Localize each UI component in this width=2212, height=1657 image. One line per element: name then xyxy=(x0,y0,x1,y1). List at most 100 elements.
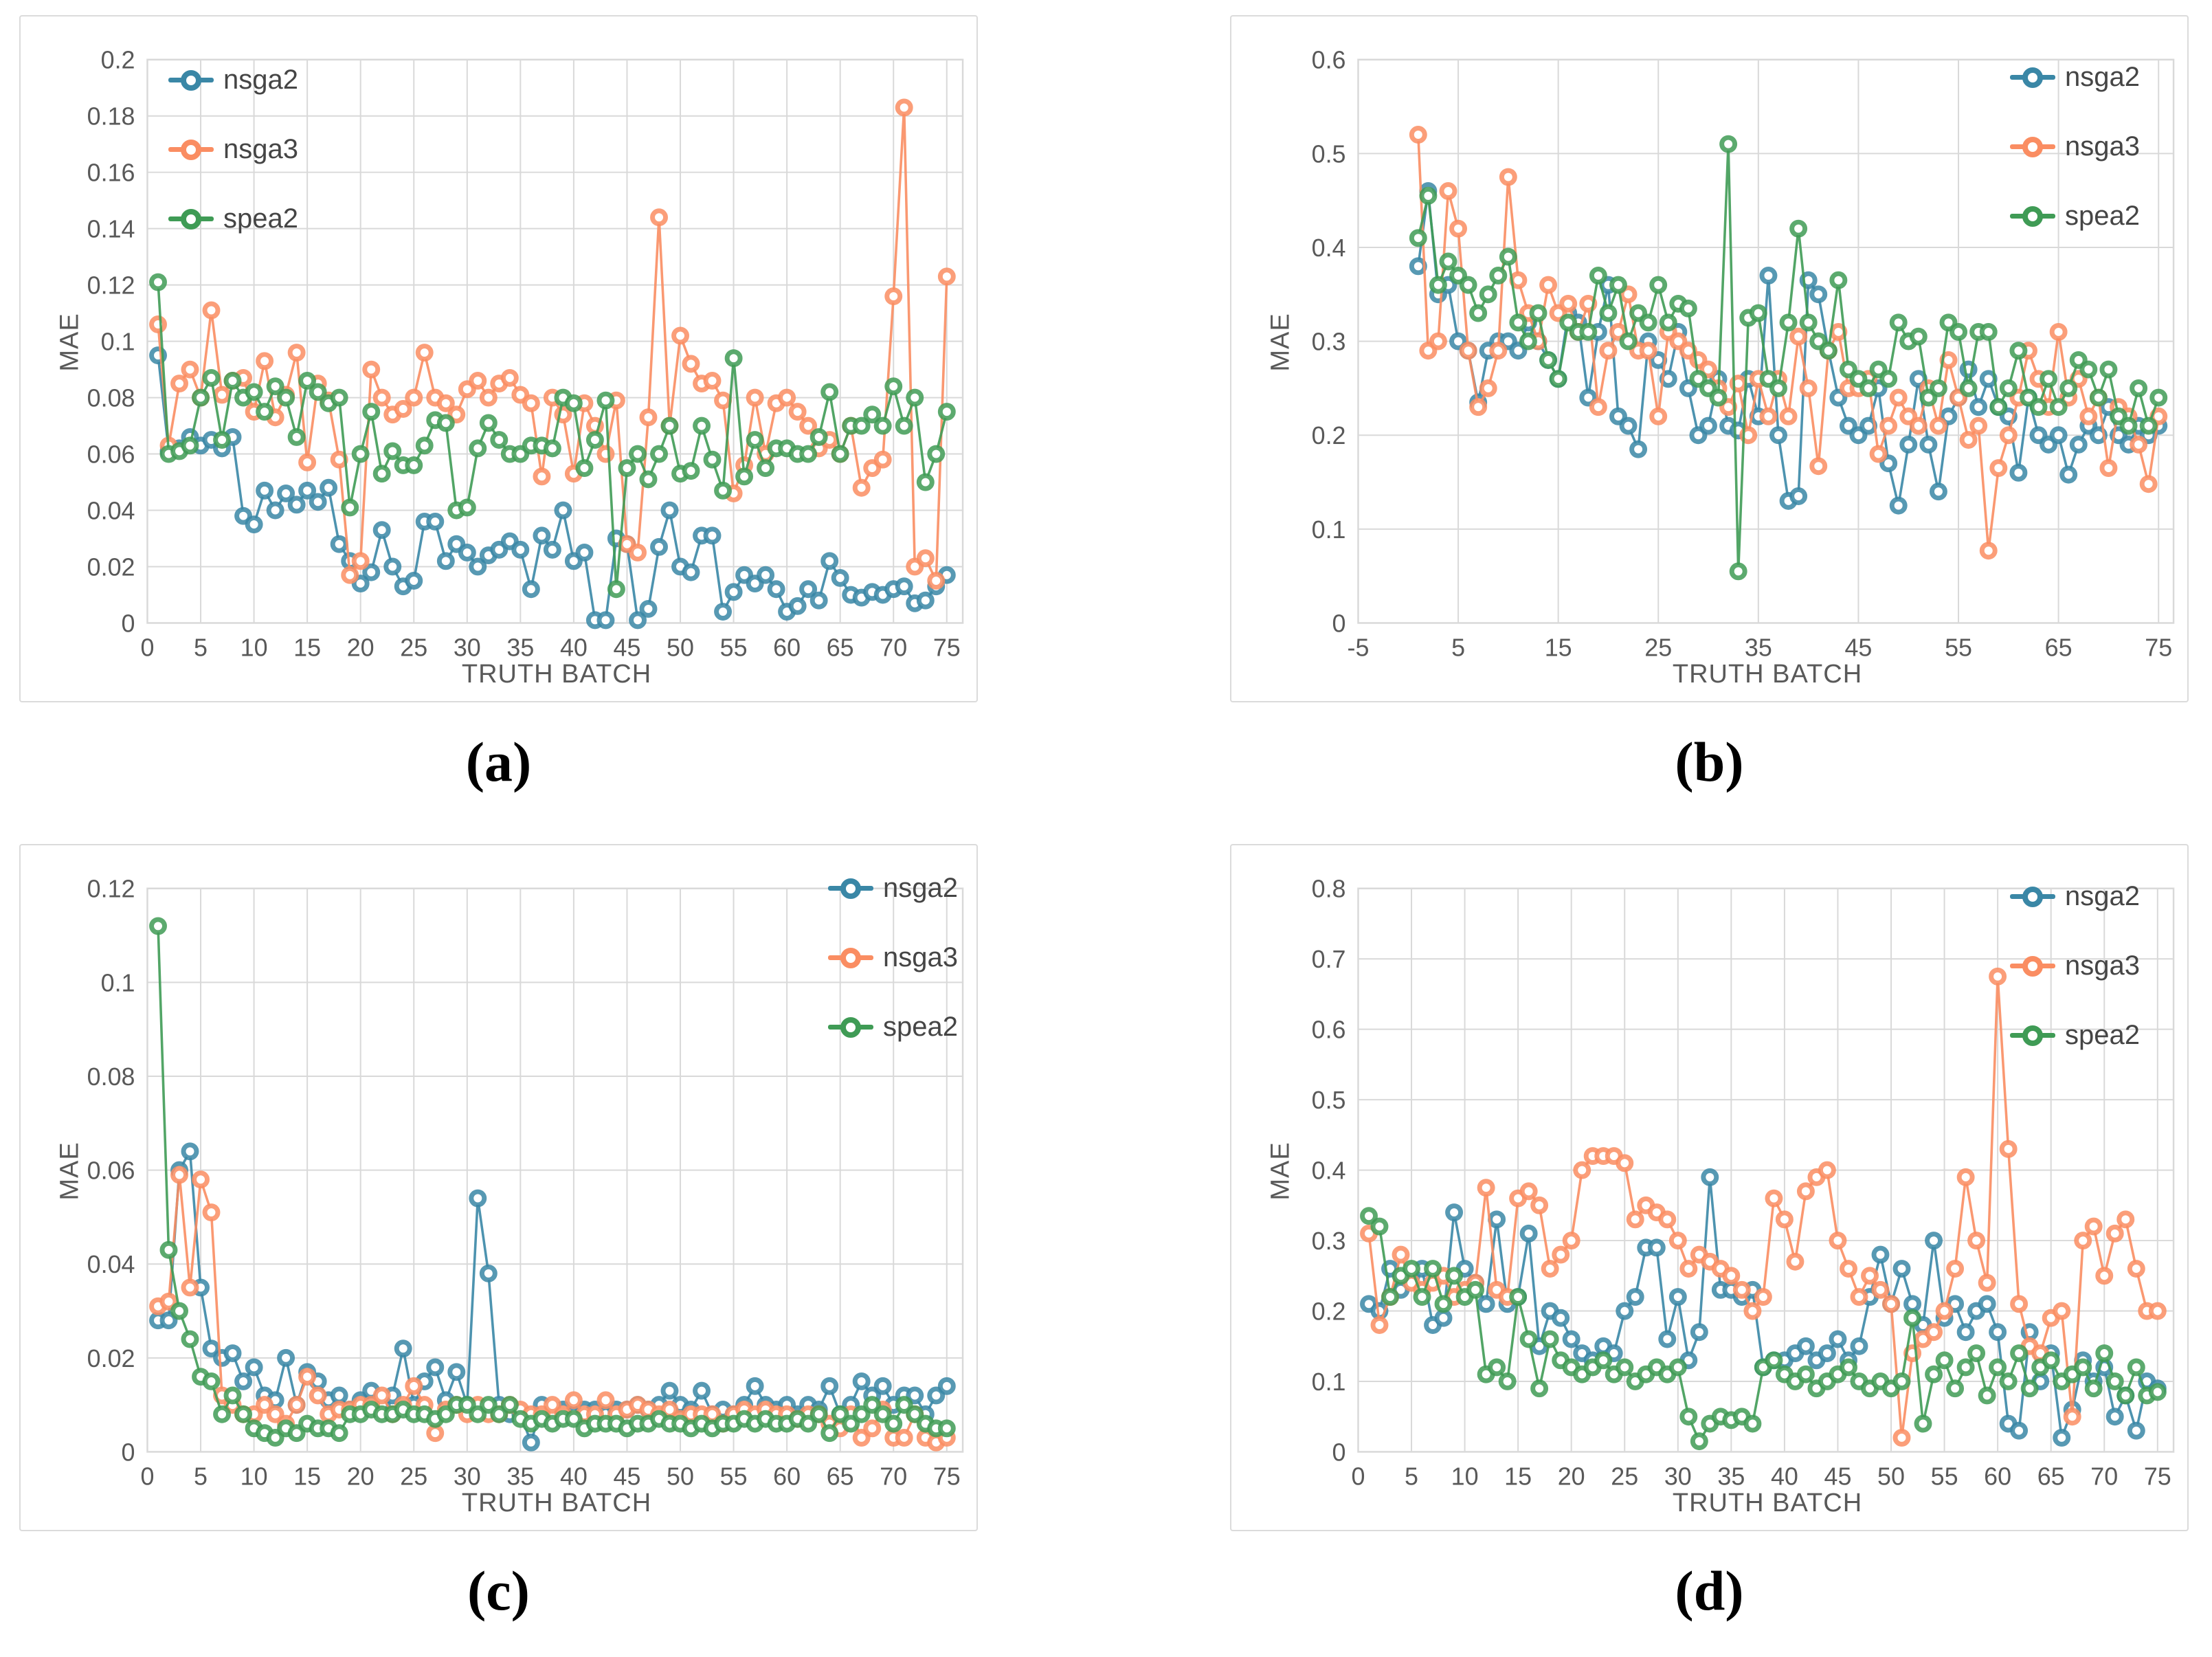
chart-c-canvas: 0 0.02 0.04 0.06 0.08 0.1 0.12 0 5 10 15 20 25 30 35 40… xyxy=(87,876,964,1490)
svg-text:0.12: 0.12 xyxy=(87,876,135,903)
legend-label: nsga3 xyxy=(883,942,958,972)
svg-text:5: 5 xyxy=(1405,1463,1418,1490)
svg-text:25: 25 xyxy=(1644,634,1672,661)
x-axis-label: TRUTH BATCH xyxy=(1672,1489,1863,1517)
ring-marker-icon xyxy=(181,69,201,91)
svg-text:0.3: 0.3 xyxy=(1312,329,1346,356)
svg-text:0.1: 0.1 xyxy=(1312,1368,1346,1396)
nsga3-marker-icon xyxy=(2010,955,2055,977)
legend-item-nsga3: nsga3 xyxy=(2010,950,2140,981)
svg-text:65: 65 xyxy=(827,1463,854,1490)
svg-text:0.6: 0.6 xyxy=(1312,47,1346,74)
ring-marker-icon xyxy=(2022,886,2043,907)
svg-text:0: 0 xyxy=(1351,1463,1365,1490)
legend-item-spea2: spea2 xyxy=(2010,201,2140,232)
svg-text:25: 25 xyxy=(400,1463,427,1490)
svg-text:75: 75 xyxy=(2145,634,2172,661)
svg-text:0: 0 xyxy=(122,610,135,637)
svg-text:25: 25 xyxy=(400,634,427,661)
legend-label: nsga2 xyxy=(2065,62,2140,92)
svg-text:45: 45 xyxy=(614,1463,641,1490)
legend-item-nsga3: nsga3 xyxy=(2010,131,2140,162)
svg-text:0.02: 0.02 xyxy=(87,1345,135,1372)
svg-text:0.12: 0.12 xyxy=(87,272,135,300)
svg-text:10: 10 xyxy=(1451,1463,1479,1490)
svg-text:35: 35 xyxy=(1745,634,1772,661)
legend-label: nsga3 xyxy=(2065,950,2140,981)
svg-text:0: 0 xyxy=(1332,610,1346,637)
legend-item-spea2: spea2 xyxy=(828,1012,958,1043)
svg-text:55: 55 xyxy=(1931,1463,1958,1490)
svg-text:60: 60 xyxy=(773,634,801,661)
ring-marker-icon xyxy=(181,139,201,160)
svg-text:75: 75 xyxy=(933,634,961,661)
svg-text:55: 55 xyxy=(1945,634,1972,661)
nsga2-marker-icon xyxy=(2010,886,2055,907)
y-axis-label: MAE xyxy=(1266,1142,1295,1201)
svg-text:0.06: 0.06 xyxy=(87,441,135,469)
spea2-marker-icon xyxy=(2010,1025,2055,1046)
ring-marker-icon xyxy=(840,947,861,968)
x-axis-label: TRUTH BATCH xyxy=(461,1489,652,1517)
svg-text:15: 15 xyxy=(293,1463,321,1490)
svg-text:30: 30 xyxy=(1664,1463,1692,1490)
legend-label: nsga2 xyxy=(883,873,958,903)
svg-text:70: 70 xyxy=(2090,1463,2118,1490)
svg-text:50: 50 xyxy=(1877,1463,1905,1490)
spea2-marker-icon xyxy=(168,208,214,230)
ring-marker-icon xyxy=(2022,67,2043,88)
x-axis-label: TRUTH BATCH xyxy=(461,660,652,689)
svg-text:60: 60 xyxy=(1984,1463,2011,1490)
ring-marker-icon xyxy=(2022,955,2043,977)
chart-panel-c: 0 0.02 0.04 0.06 0.08 0.1 0.12 0 5 10 15 20 25 30 35 40… xyxy=(19,844,978,1531)
svg-text:0.1: 0.1 xyxy=(1312,516,1346,544)
svg-text:30: 30 xyxy=(454,634,481,661)
nsga2-marker-icon xyxy=(828,878,873,899)
svg-text:55: 55 xyxy=(720,634,748,661)
svg-text:60: 60 xyxy=(773,1463,801,1490)
svg-text:70: 70 xyxy=(880,634,907,661)
svg-text:45: 45 xyxy=(1844,634,1872,661)
svg-text:0.14: 0.14 xyxy=(87,216,135,243)
legend-label: spea2 xyxy=(223,203,298,234)
svg-text:0: 0 xyxy=(140,634,154,661)
svg-text:40: 40 xyxy=(1771,1463,1798,1490)
svg-text:-5: -5 xyxy=(1348,634,1370,661)
svg-text:0.3: 0.3 xyxy=(1312,1227,1346,1255)
ring-marker-icon xyxy=(2022,1025,2043,1046)
legend-item-nsga3: nsga3 xyxy=(828,942,958,973)
svg-text:35: 35 xyxy=(506,1463,534,1490)
svg-text:0.16: 0.16 xyxy=(87,159,135,187)
svg-text:0.5: 0.5 xyxy=(1312,1087,1346,1114)
legend-item-nsga2: nsga2 xyxy=(2010,881,2140,912)
svg-text:0.1: 0.1 xyxy=(101,329,135,356)
chart-b-canvas: 0 0.1 0.2 0.3 0.4 0.5 0.6 -5 5 15 25 35 45 55 65 75 xyxy=(1312,47,2175,661)
svg-text:75: 75 xyxy=(2144,1463,2171,1490)
legend-label: nsga3 xyxy=(2065,131,2140,162)
ring-marker-icon xyxy=(840,1016,861,1038)
legend-label: spea2 xyxy=(883,1012,958,1042)
spea2-marker-icon xyxy=(828,1016,873,1038)
chart-panel-b: 0 0.1 0.2 0.3 0.4 0.5 0.6 -5 5 15 25 35 45 55 65 75 MAE… xyxy=(1230,15,2189,702)
legend-label: nsga2 xyxy=(2065,881,2140,911)
svg-text:75: 75 xyxy=(933,1463,961,1490)
svg-text:5: 5 xyxy=(194,1463,208,1490)
nsga3-marker-icon xyxy=(168,139,214,160)
svg-text:50: 50 xyxy=(667,1463,694,1490)
legend-label: spea2 xyxy=(2065,1020,2140,1050)
chart-panel-a: 0 0.02 0.04 0.06 0.08 0.1 0.12 0.14 0.16 0.18 0.2 0… xyxy=(19,15,978,702)
svg-text:5: 5 xyxy=(194,634,208,661)
chart-d-canvas: 0 0.1 0.2 0.3 0.4 0.5 0.6 0.7 0.8 0 5 10 15 20 25 30 35 4… xyxy=(1312,876,2175,1490)
legend-label: nsga3 xyxy=(223,134,298,164)
svg-text:0.18: 0.18 xyxy=(87,103,135,131)
svg-text:20: 20 xyxy=(347,1463,375,1490)
svg-text:30: 30 xyxy=(454,1463,481,1490)
svg-text:0: 0 xyxy=(1332,1438,1346,1466)
svg-text:25: 25 xyxy=(1611,1463,1638,1490)
legend-label: spea2 xyxy=(2065,201,2140,231)
svg-text:65: 65 xyxy=(2037,1463,2065,1490)
svg-text:20: 20 xyxy=(347,634,375,661)
y-axis-label: MAE xyxy=(1266,313,1295,372)
svg-text:70: 70 xyxy=(880,1463,907,1490)
svg-text:50: 50 xyxy=(667,634,694,661)
